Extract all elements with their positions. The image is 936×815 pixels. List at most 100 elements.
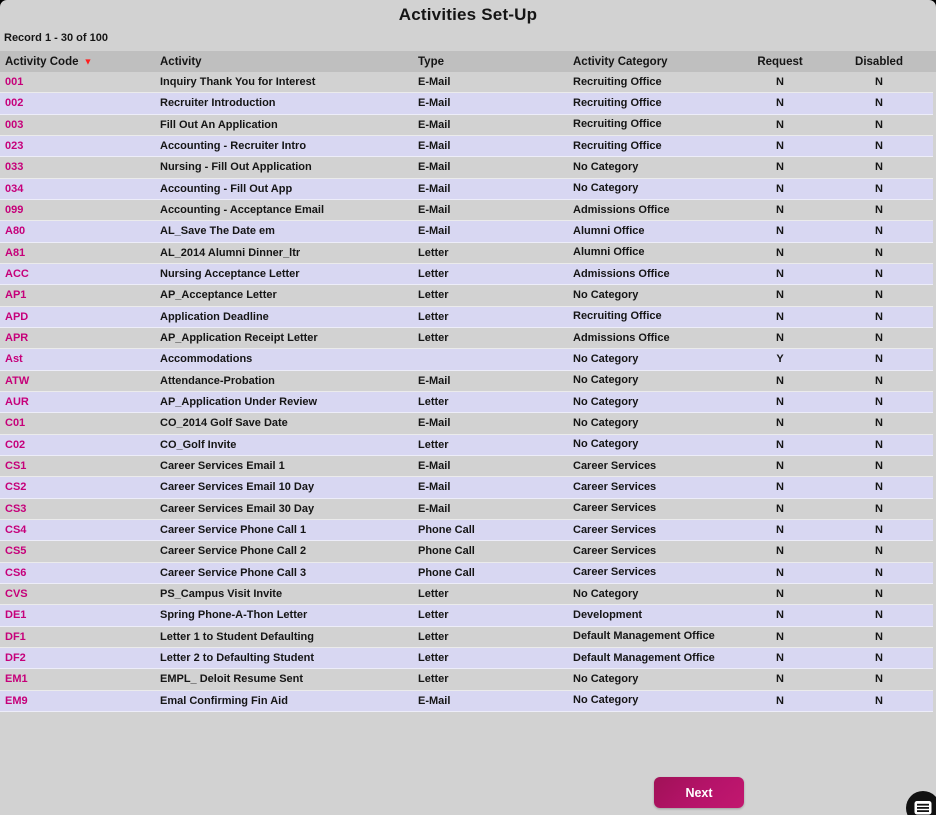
cell-type: E-Mail <box>418 97 451 110</box>
table-row[interactable]: 033 Nursing - Fill Out Application E-Mai… <box>0 157 933 179</box>
table-row[interactable]: 023 Accounting - Recruiter Intro E-Mail … <box>0 135 933 158</box>
table-row[interactable]: DF2 Letter 2 to Defaulting Student Lette… <box>0 647 933 670</box>
table-row[interactable]: CS4 Career Service Phone Call 1 Phone Ca… <box>0 519 933 542</box>
table-row[interactable]: DE1 Spring Phone-A-Thon Letter Letter De… <box>0 605 933 627</box>
table-row[interactable]: DF1 Letter 1 to Student Defaulting Lette… <box>0 626 933 648</box>
column-header-request[interactable]: Request <box>735 51 825 72</box>
cell-activity-code[interactable]: 034 <box>5 182 24 195</box>
cell-activity-code[interactable]: CS2 <box>5 481 27 494</box>
table-row[interactable]: A81 AL_2014 Alumni Dinner_ltr Letter Alu… <box>0 242 933 264</box>
table-row[interactable]: APR AP_Application Receipt Letter Letter… <box>0 327 933 350</box>
cell-request: N <box>776 268 784 281</box>
next-button[interactable]: Next <box>654 777 744 808</box>
cell-activity-code[interactable]: CS1 <box>5 460 27 473</box>
cell-request: N <box>776 438 784 451</box>
cell-request: N <box>776 652 784 665</box>
cell-activity: Career Services Email 1 <box>160 460 285 473</box>
cell-activity-code[interactable]: A81 <box>5 246 26 259</box>
table-row[interactable]: 003 Fill Out An Application E-Mail Recru… <box>0 114 933 136</box>
cell-type: Phone Call <box>418 524 475 537</box>
cell-request: N <box>776 460 784 473</box>
table-row[interactable]: ACC Nursing Acceptance Letter Letter Adm… <box>0 263 933 286</box>
table-row[interactable]: EM9 Emal Confirming Fin Aid E-Mail No Ca… <box>0 690 933 712</box>
column-header-disabled[interactable]: Disabled <box>825 51 933 72</box>
table-row[interactable]: CS6 Career Service Phone Call 3 Phone Ca… <box>0 562 933 584</box>
cell-activity-category: No Category <box>573 416 639 429</box>
cell-activity-code[interactable]: AP1 <box>5 289 27 302</box>
cell-activity-code[interactable]: CS6 <box>5 566 27 579</box>
cell-activity-code[interactable]: 033 <box>5 161 24 174</box>
table-body: 001 Inquiry Thank You for Interest E-Mai… <box>0 72 936 712</box>
cell-activity-code[interactable]: CS4 <box>5 524 27 537</box>
cell-disabled: N <box>875 225 883 238</box>
column-header-type[interactable]: Type <box>418 51 573 72</box>
table-row[interactable]: CS5 Career Service Phone Call 2 Phone Ca… <box>0 541 933 563</box>
cell-disabled: N <box>875 481 883 494</box>
document-lines-icon[interactable] <box>905 790 936 815</box>
cell-type: E-Mail <box>418 417 451 430</box>
cell-activity: Emal Confirming Fin Aid <box>160 694 288 707</box>
cell-request: N <box>776 524 784 537</box>
column-header-activity-category[interactable]: Activity Category <box>573 51 735 72</box>
cell-activity-code[interactable]: C01 <box>5 417 26 430</box>
cell-activity-code[interactable]: DE1 <box>5 609 27 622</box>
cell-activity-category: No Category <box>573 587 639 600</box>
cell-activity-code[interactable]: EM1 <box>5 673 28 686</box>
cell-type: Letter <box>418 396 449 409</box>
cell-activity-code[interactable]: ATW <box>5 374 30 387</box>
cell-activity-category: No Category <box>573 694 639 707</box>
table-row[interactable]: A80 AL_Save The Date em E-Mail Alumni Of… <box>0 221 933 243</box>
cell-activity-code[interactable]: A80 <box>5 225 26 238</box>
table-row[interactable]: CVS PS_Campus Visit Invite Letter No Cat… <box>0 583 933 606</box>
column-header-activity-code[interactable]: Activity Code ▼ <box>0 51 160 72</box>
table-row[interactable]: ATW Attendance-Probation E-Mail No Categ… <box>0 370 933 392</box>
cell-type: Letter <box>418 652 449 665</box>
cell-activity-code[interactable]: C02 <box>5 438 26 451</box>
cell-activity-code[interactable]: CS3 <box>5 502 27 515</box>
cell-request: N <box>776 310 784 323</box>
table-row[interactable]: CS2 Career Services Email 10 Day E-Mail … <box>0 477 933 499</box>
table-row[interactable]: 099 Accounting - Acceptance Email E-Mail… <box>0 199 933 222</box>
table-row[interactable]: 034 Accounting - Fill Out App E-Mail No … <box>0 178 933 200</box>
table-row[interactable]: AUR AP_Application Under Review Letter N… <box>0 391 933 414</box>
cell-activity-code[interactable]: EM9 <box>5 694 28 707</box>
cell-activity-code[interactable]: 023 <box>5 140 24 153</box>
table-row[interactable]: 001 Inquiry Thank You for Interest E-Mai… <box>0 72 933 94</box>
cell-activity-category: Default Management Office <box>573 651 715 664</box>
cell-activity-code[interactable]: APR <box>5 332 29 345</box>
column-header-label: Activity Category <box>573 55 668 68</box>
cell-type: E-Mail <box>418 118 451 131</box>
cell-activity-code[interactable]: DF1 <box>5 630 26 643</box>
table-row[interactable]: CS3 Career Services Email 30 Day E-Mail … <box>0 498 933 520</box>
cell-disabled: N <box>875 609 883 622</box>
cell-activity-code[interactable]: Ast <box>5 353 23 366</box>
cell-activity-code[interactable]: AUR <box>5 396 29 409</box>
cell-activity-category: No Category <box>573 395 639 408</box>
cell-activity-code[interactable]: ACC <box>5 268 29 281</box>
column-header-activity[interactable]: Activity <box>160 51 418 72</box>
table-row[interactable]: C02 CO_Golf Invite Letter No Category N … <box>0 434 933 456</box>
cell-disabled: N <box>875 502 883 515</box>
cell-activity-code[interactable]: 099 <box>5 204 24 217</box>
table-row[interactable]: AP1 AP_Acceptance Letter Letter No Categ… <box>0 285 933 307</box>
cell-activity-code[interactable]: 001 <box>5 76 24 89</box>
table-row[interactable]: 002 Recruiter Introduction E-Mail Recrui… <box>0 93 933 115</box>
cell-activity-code[interactable]: CVS <box>5 588 28 601</box>
cell-request: N <box>776 182 784 195</box>
cell-disabled: N <box>875 566 883 579</box>
cell-activity-code[interactable]: 003 <box>5 118 24 131</box>
table-row[interactable]: Ast Accommodations No Category Y N <box>0 349 933 371</box>
cell-activity-code[interactable]: DF2 <box>5 652 26 665</box>
cell-type: E-Mail <box>418 502 451 515</box>
table-row[interactable]: APD Application Deadline Letter Recruiti… <box>0 306 933 328</box>
cell-disabled: N <box>875 353 883 366</box>
table-row[interactable]: EM1 EMPL_ Deloit Resume Sent Letter No C… <box>0 669 933 691</box>
table-row[interactable]: CS1 Career Services Email 1 E-Mail Caree… <box>0 455 933 478</box>
cell-activity-code[interactable]: CS5 <box>5 545 27 558</box>
cell-disabled: N <box>875 673 883 686</box>
cell-activity-code[interactable]: 002 <box>5 97 24 110</box>
cell-request: N <box>776 673 784 686</box>
cell-disabled: N <box>875 140 883 153</box>
table-row[interactable]: C01 CO_2014 Golf Save Date E-Mail No Cat… <box>0 413 933 435</box>
cell-activity-code[interactable]: APD <box>5 310 29 323</box>
